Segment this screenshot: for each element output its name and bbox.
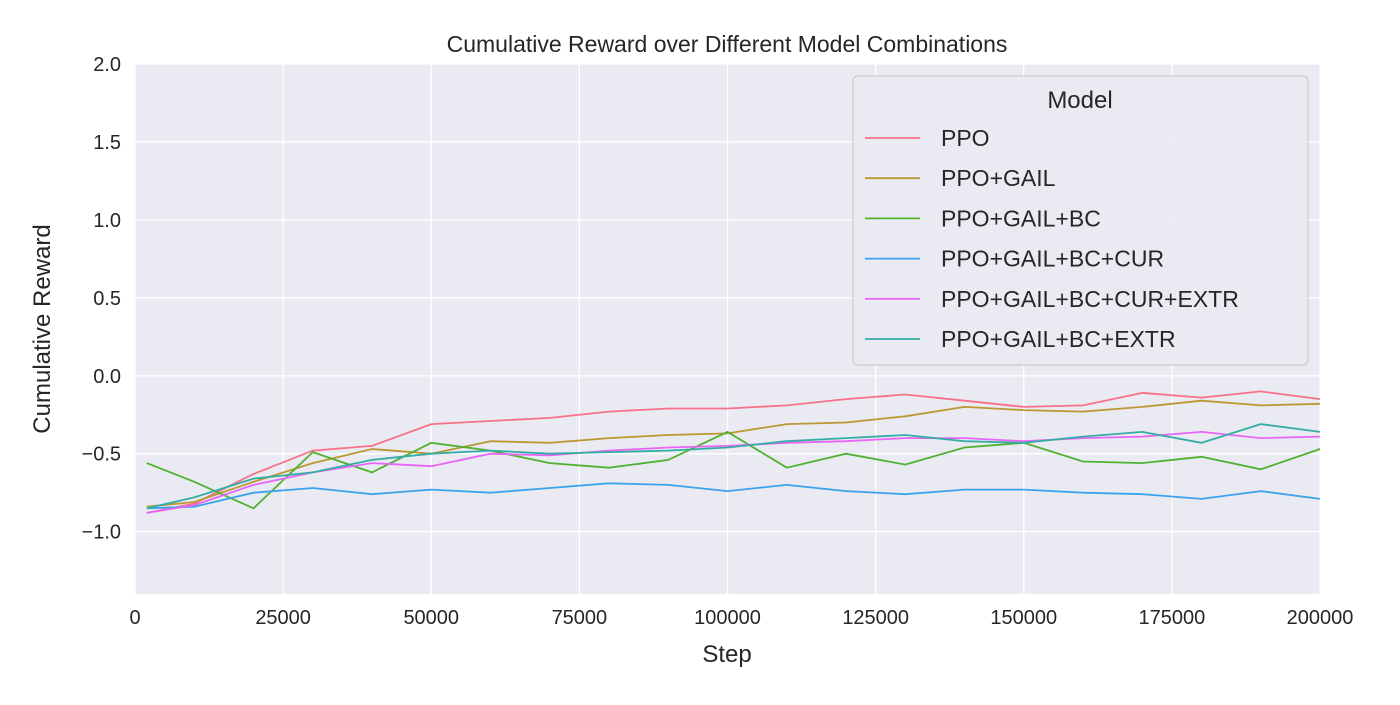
x-tick-label: 100000 <box>694 607 761 629</box>
legend-title: Model <box>1047 87 1112 114</box>
x-tick-label: 25000 <box>255 607 311 629</box>
y-tick-label: 2.0 <box>93 54 121 76</box>
x-axis-label: Step <box>702 641 751 668</box>
legend-label-ppo-gail-bc-cur-extr: PPO+GAIL+BC+CUR+EXTR <box>941 286 1239 312</box>
x-tick-label: 0 <box>129 607 140 629</box>
x-tick-label: 200000 <box>1287 607 1354 629</box>
x-tick-labels: 0 25000 50000 75000 100000 125000 150000 175000… <box>129 607 1353 629</box>
y-tick-label: 0.5 <box>93 288 121 310</box>
x-tick-label: 125000 <box>842 607 909 629</box>
x-tick-label: 75000 <box>552 607 608 629</box>
x-tick-label: 150000 <box>990 607 1057 629</box>
y-tick-label: 1.0 <box>93 210 121 232</box>
y-tick-label: −0.5 <box>82 444 121 466</box>
y-tick-label: 1.5 <box>93 132 121 154</box>
x-tick-label: 175000 <box>1139 607 1206 629</box>
chart-title: Cumulative Reward over Different Model C… <box>447 31 1008 57</box>
x-tick-label: 50000 <box>403 607 459 629</box>
legend: Model PPO PPO+GAIL PPO+GAIL+BC PPO+GAIL+BC+… <box>853 76 1308 365</box>
legend-label-ppo-gail-bc: PPO+GAIL+BC <box>941 205 1101 231</box>
y-tick-labels: −1.0 −0.5 0.0 0.5 1.0 1.5 2.0 <box>82 54 121 544</box>
y-axis-label: Cumulative Reward <box>29 224 56 433</box>
legend-label-ppo: PPO <box>941 125 990 151</box>
y-tick-label: 0.0 <box>93 366 121 388</box>
y-tick-label: −1.0 <box>82 522 121 544</box>
legend-label-ppo-gail-bc-cur: PPO+GAIL+BC+CUR <box>941 246 1164 272</box>
legend-label-ppo-gail: PPO+GAIL <box>941 165 1056 191</box>
legend-label-ppo-gail-bc-extr: PPO+GAIL+BC+EXTR <box>941 326 1176 352</box>
